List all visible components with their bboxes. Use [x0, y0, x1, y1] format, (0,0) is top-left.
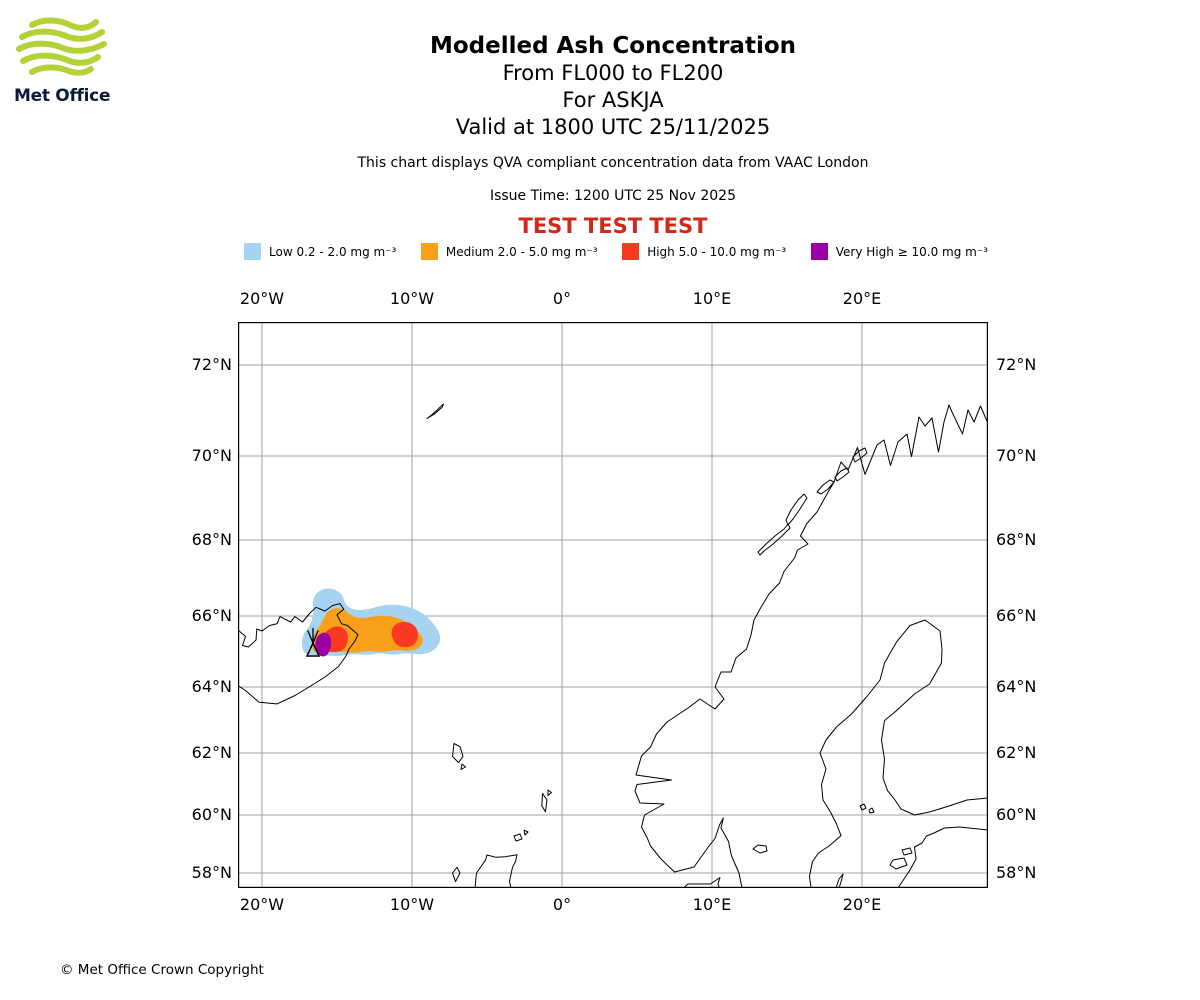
- coastline-norway-mainland: [634, 404, 989, 889]
- met-office-logo: Met Office: [14, 16, 114, 106]
- logo-wave: [29, 17, 99, 31]
- coastline-gotland: [835, 873, 844, 889]
- coastline-ringvassoya: [852, 447, 868, 463]
- logo-wave: [19, 28, 105, 42]
- coastline-orkney: [513, 829, 529, 842]
- logo-wave: [29, 64, 94, 76]
- chart-description: This chart displays QVA compliant concen…: [357, 155, 869, 171]
- coastline-estonia: [897, 826, 989, 889]
- legend-label-high: High 5.0 - 10.0 mg m⁻³: [647, 244, 787, 259]
- x-axis-label-bottom: 10°W: [389, 895, 435, 914]
- legend-label-medium: Medium 2.0 - 5.0 mg m⁻³: [445, 244, 598, 259]
- x-axis-label-top: 20°E: [842, 289, 882, 308]
- x-axis-label-top: 0°: [552, 289, 572, 308]
- coastline-hiiumaa: [901, 847, 913, 856]
- y-axis-label-right: 60°N: [996, 805, 1037, 824]
- legend-item-medium: Medium 2.0 - 5.0 mg m⁻³: [420, 243, 598, 260]
- coastline-vesteralen: [785, 493, 808, 526]
- test-banner: TEST TEST TEST: [518, 214, 708, 238]
- y-axis-label-left: 58°N: [191, 863, 232, 882]
- legend: Low 0.2 - 2.0 mg m⁻³ Medium 2.0 - 5.0 mg…: [244, 243, 988, 260]
- x-axis-label-bottom: 20°E: [842, 895, 882, 914]
- coastlines: [237, 403, 989, 889]
- copyright-notice: © Met Office Crown Copyright: [60, 962, 264, 978]
- legend-swatch-low: [244, 243, 261, 260]
- x-axis-label-bottom: 20°W: [239, 895, 285, 914]
- legend-item-low: Low 0.2 - 2.0 mg m⁻³: [244, 243, 396, 260]
- y-axis-label-right: 68°N: [996, 530, 1037, 549]
- legend-label-low: Low 0.2 - 2.0 mg m⁻³: [269, 244, 397, 259]
- ash-plume-high-east: [391, 622, 418, 648]
- coastline-shetland: [541, 789, 552, 813]
- coastline-kvaloya: [834, 467, 850, 482]
- flight-level-line: From FL000 to FL200: [502, 61, 724, 85]
- x-axis-label-top: 10°E: [692, 289, 732, 308]
- legend-item-very-high: Very High ≥ 10.0 mg m⁻³: [810, 243, 988, 260]
- chart-title: Modelled Ash Concentration: [429, 33, 797, 59]
- coastline-denmark: [683, 877, 721, 889]
- coastline-senja: [816, 479, 835, 495]
- grid-lines: [238, 322, 988, 888]
- met-office-logo-text: Met Office: [14, 86, 111, 106]
- coastline-hebrides: [452, 866, 461, 883]
- chart-header: Modelled Ash Concentration From FL000 to…: [26, 32, 1200, 238]
- ash-plume-very-high: [315, 632, 332, 657]
- valid-time-line: Valid at 1800 UTC 25/11/2025: [455, 115, 771, 139]
- coastline-faroe: [452, 743, 466, 770]
- logo-wave: [20, 52, 101, 66]
- map-svg: [237, 322, 989, 889]
- logo-wave: [16, 40, 107, 54]
- y-axis-label-right: 62°N: [996, 743, 1037, 762]
- y-axis-label-right: 70°N: [996, 446, 1037, 465]
- coastline-aland: [859, 803, 875, 814]
- x-axis-label-top: 10°W: [389, 289, 435, 308]
- legend-swatch-medium: [420, 243, 438, 260]
- map-frame: [238, 322, 988, 888]
- lake-vanern: [752, 844, 768, 854]
- coastline-jan-mayen: [426, 403, 444, 419]
- y-axis-label-right: 66°N: [996, 606, 1037, 625]
- met-office-logo-waves-icon: [16, 17, 107, 76]
- y-axis-label-left: 70°N: [191, 446, 232, 465]
- y-axis-label-left: 72°N: [191, 355, 232, 374]
- coastline-saaremaa: [889, 857, 908, 870]
- issue-time: Issue Time: 1200 UTC 25 Nov 2025: [489, 188, 737, 204]
- map-canvas: [237, 322, 989, 889]
- volcano-line: For ASKJA: [562, 88, 664, 112]
- y-axis-label-right: 58°N: [996, 863, 1037, 882]
- y-axis-label-left: 68°N: [191, 530, 232, 549]
- y-axis-label-left: 60°N: [191, 805, 232, 824]
- coastline-scotland: [474, 854, 518, 889]
- y-axis-label-left: 62°N: [191, 743, 232, 762]
- y-axis-label-right: 64°N: [996, 677, 1037, 696]
- y-axis-label-left: 64°N: [191, 677, 232, 696]
- legend-swatch-very-high: [810, 243, 828, 260]
- ash-plume: [301, 588, 441, 657]
- legend-label-very-high: Very High ≥ 10.0 mg m⁻³: [835, 244, 988, 259]
- x-axis-label-bottom: 10°E: [692, 895, 732, 914]
- volcano-marker-icon: [305, 627, 321, 657]
- coastline-lofoten: [757, 523, 791, 556]
- x-axis-label-bottom: 0°: [552, 895, 572, 914]
- coastline-iceland: [237, 603, 359, 705]
- y-axis-label-left: 66°N: [191, 606, 232, 625]
- x-axis-label-top: 20°W: [239, 289, 285, 308]
- coastline-baltic-bothnia: [809, 619, 989, 889]
- legend-swatch-high: [622, 243, 640, 260]
- y-axis-label-right: 72°N: [996, 355, 1037, 374]
- legend-item-high: High 5.0 - 10.0 mg m⁻³: [622, 243, 786, 260]
